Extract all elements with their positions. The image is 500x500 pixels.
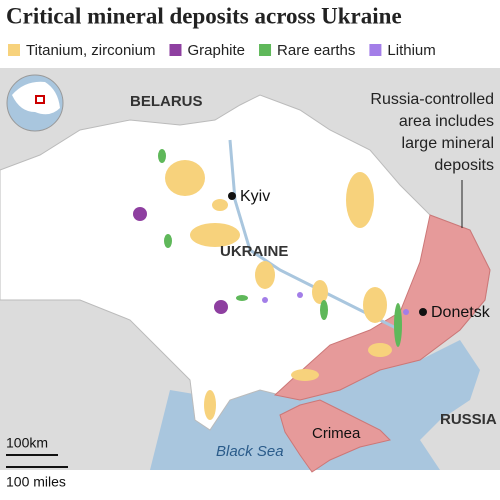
deposit (158, 149, 166, 163)
title: Critical mineral deposits across Ukraine (6, 3, 402, 28)
inset-marker (35, 95, 45, 104)
legend-label: Graphite (187, 42, 245, 59)
crimea (279, 399, 391, 473)
label-crimea: Crimea (312, 425, 361, 442)
legend-label: Rare earths (277, 42, 355, 59)
deposit (297, 292, 303, 298)
label-belarus: BELARUS (130, 93, 203, 110)
legend-swatch (259, 44, 272, 56)
deposit (212, 199, 228, 211)
deposit (214, 300, 228, 314)
label-sea: Black Sea (216, 443, 284, 460)
label-ukraine: UKRAINE (220, 243, 288, 260)
scale-miles: 100 miles (6, 474, 66, 490)
annotation-line-text: deposits (434, 157, 494, 174)
deposit (363, 287, 387, 323)
deposits (133, 149, 409, 420)
deposit (346, 172, 374, 228)
deposit (165, 160, 205, 196)
deposit (368, 343, 392, 357)
annotation-line-text: Russia-controlled (370, 91, 494, 108)
legend-label: Titanium, zirconium (26, 42, 155, 59)
deposit (204, 390, 216, 420)
deposit (291, 369, 319, 381)
scale-km: 100km (6, 435, 48, 451)
city-dot (419, 308, 427, 316)
label-kyiv: Kyiv (240, 188, 270, 205)
deposit (236, 295, 248, 301)
deposit (133, 207, 147, 221)
deposit (394, 303, 402, 347)
deposit (164, 234, 172, 248)
label-donetsk: Donetsk (431, 304, 491, 321)
deposit (312, 280, 328, 304)
legend: Titanium, zirconium Graphite Rare earths Li… (8, 42, 436, 59)
deposit (262, 297, 268, 303)
annotation: Russia-controlled area includes large mine… (370, 91, 494, 174)
annotation-line-text: large mineral (402, 135, 494, 152)
deposit (190, 223, 240, 247)
city-dot (228, 192, 236, 200)
legend-label: Lithium (387, 42, 435, 59)
deposit (320, 300, 328, 320)
legend-swatch (169, 44, 182, 56)
deposit (403, 309, 409, 315)
legend-swatch (369, 44, 382, 56)
label-russia: RUSSIA (440, 411, 497, 428)
river (228, 139, 401, 332)
legend-swatch (8, 44, 20, 56)
deposit (255, 261, 275, 289)
annotation-line-text: area includes (399, 113, 494, 130)
